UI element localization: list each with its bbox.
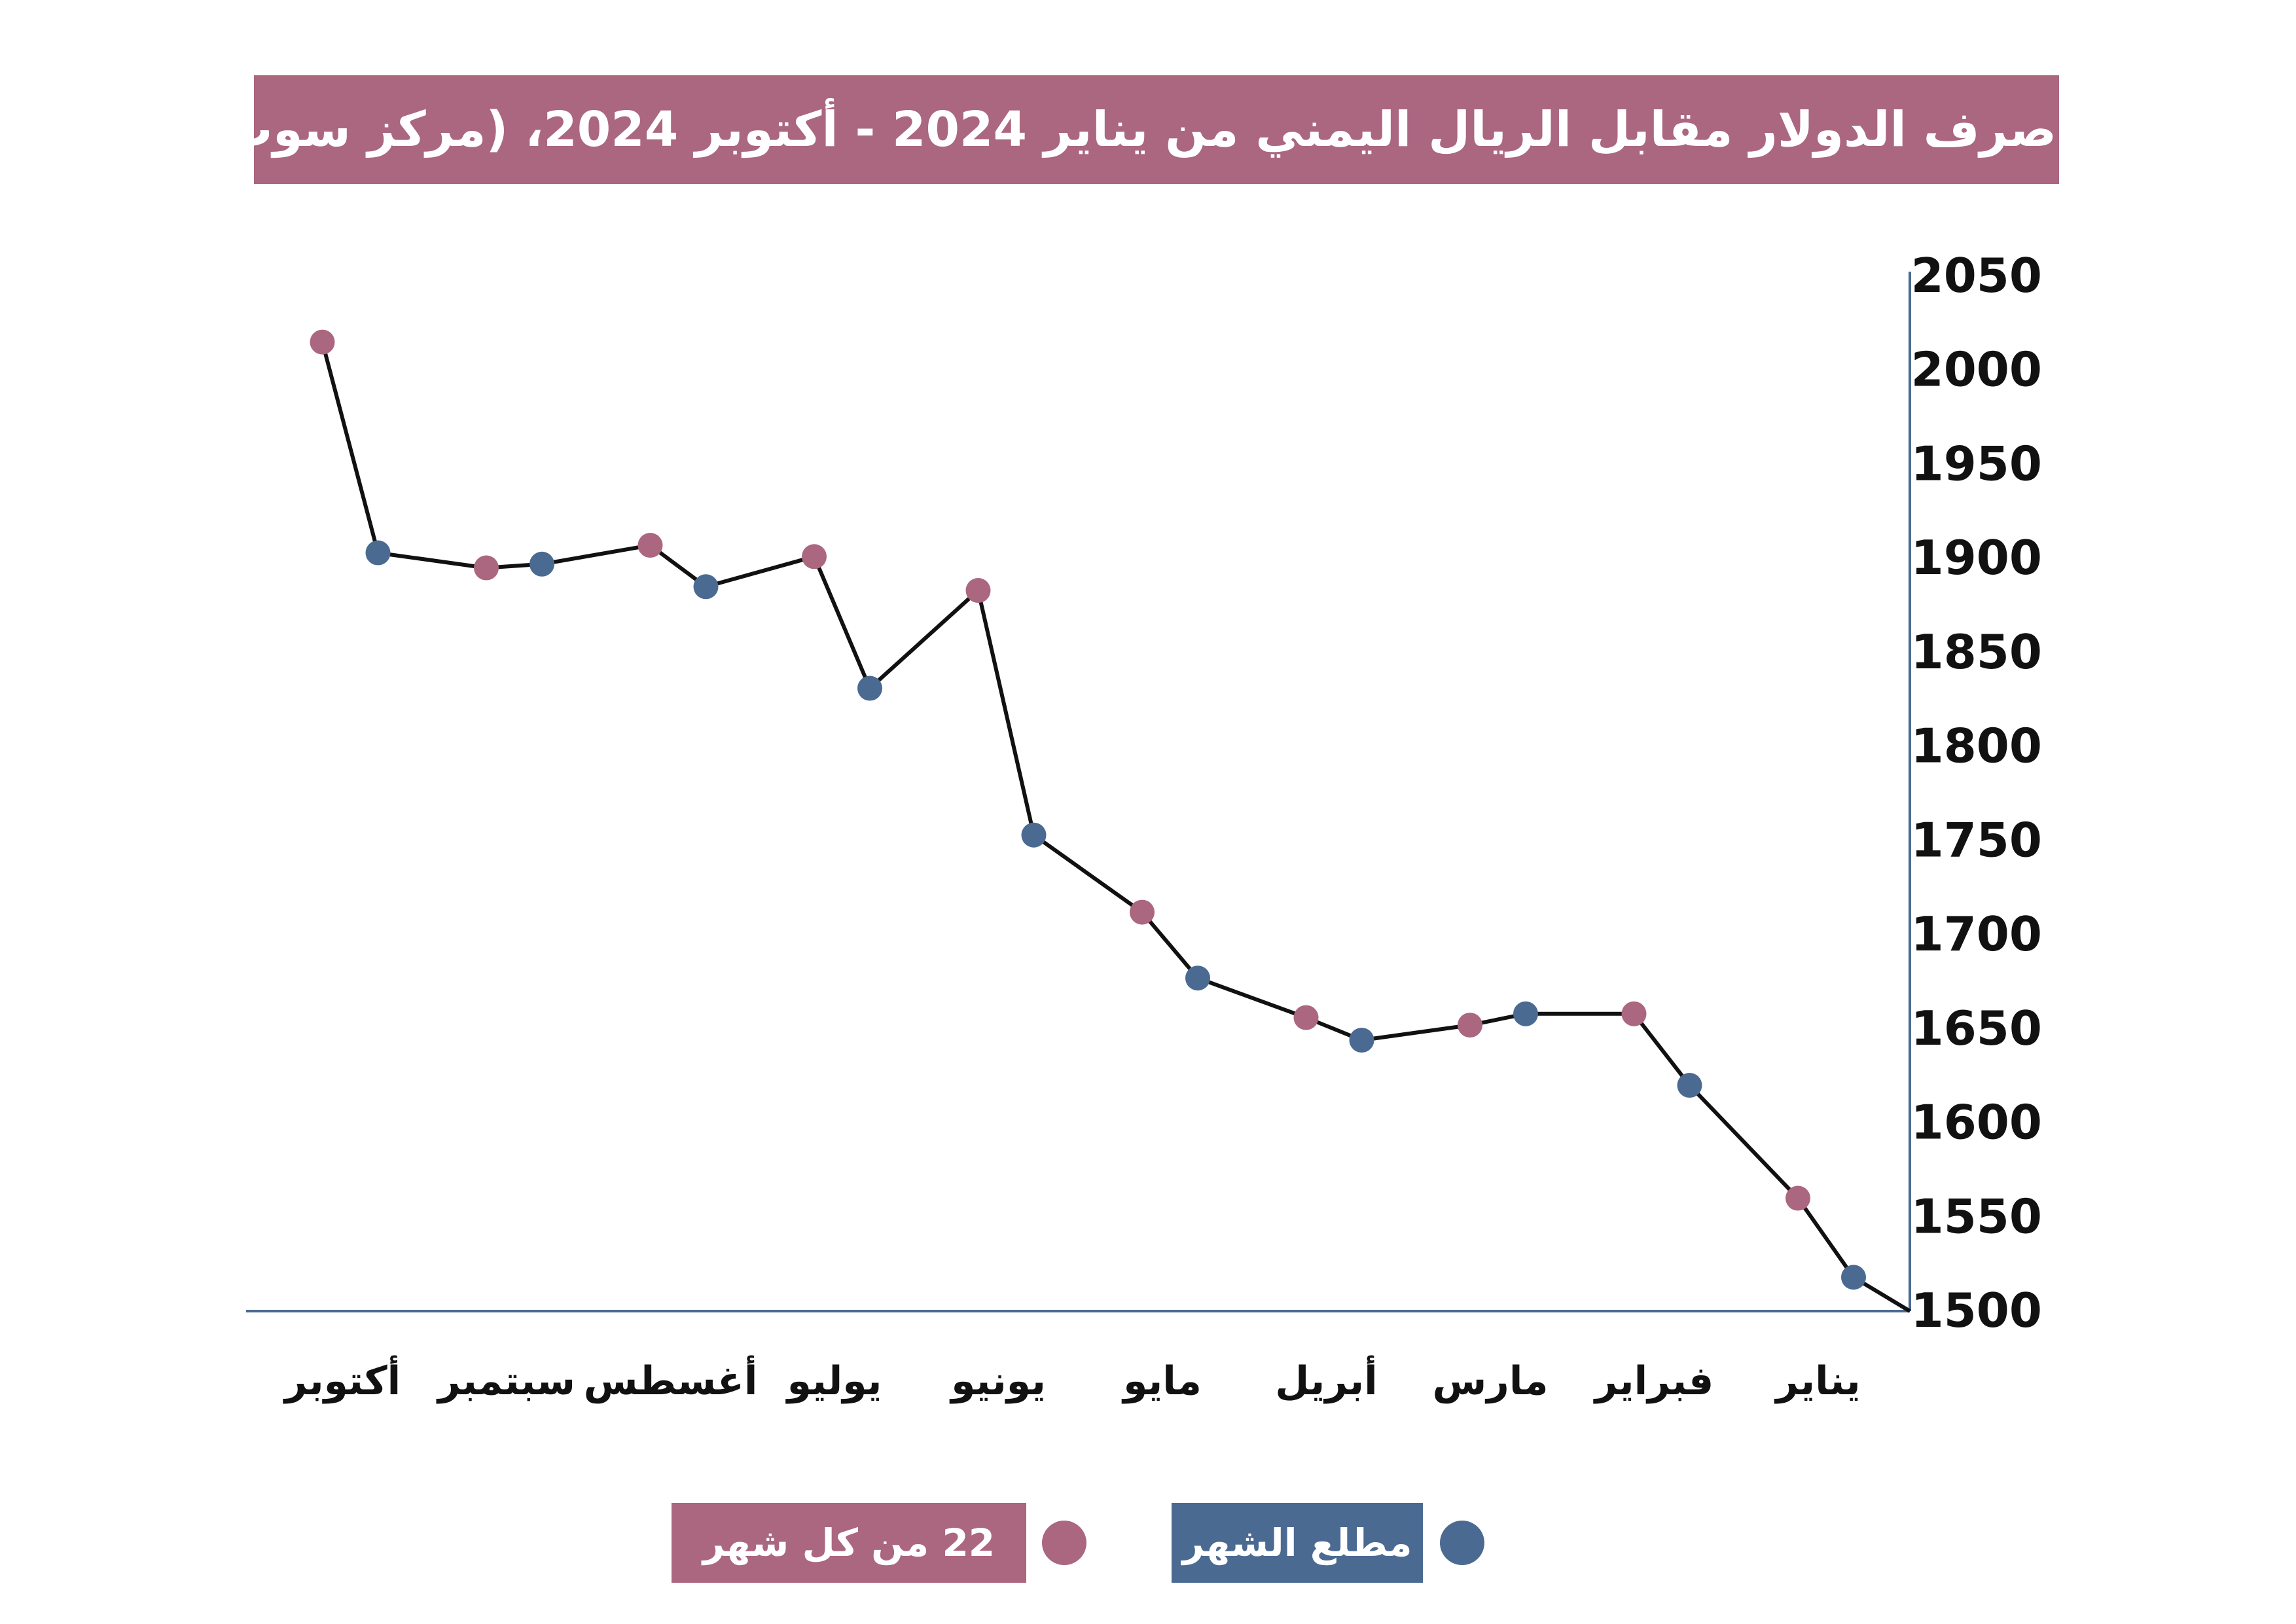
y-tick-label: 1650 (1911, 1001, 2042, 1056)
y-tick-label: 1800 (1911, 719, 2042, 774)
start-of-month-point (365, 540, 391, 566)
start-of-month-point (857, 676, 882, 701)
day-22-point (474, 555, 499, 581)
day-22-point (1293, 1005, 1319, 1030)
y-tick-label: 1600 (1911, 1095, 2042, 1150)
y-tick-label: 1850 (1911, 624, 2042, 679)
day-22-point (802, 544, 827, 569)
x-tick-label: سبتمبر (436, 1358, 575, 1404)
day-22-point (1130, 899, 1155, 925)
day-22-point (965, 578, 991, 604)
start-of-month-point (693, 574, 719, 600)
start-of-month-point (1349, 1028, 1374, 1053)
y-tick-label: 1750 (1911, 812, 2042, 867)
day-22-point (310, 329, 335, 355)
x-tick-label: أكتوبر (283, 1355, 401, 1404)
day-22-point (637, 533, 663, 558)
chart-title-bar: سعر صرف الدولار مقابل الريال اليمني من ي… (135, 75, 2179, 184)
day-22-point (1458, 1013, 1482, 1038)
legend-start-dot (1440, 1521, 1484, 1565)
start-of-month-point (1185, 965, 1210, 991)
start-of-month-point (1677, 1073, 1702, 1098)
start-of-month-point (529, 551, 554, 577)
x-tick-label: فبراير (1593, 1358, 1714, 1404)
x-tick-label: مارس (1432, 1358, 1548, 1404)
y-tick-label: 1700 (1911, 907, 2042, 962)
day-22-point (1785, 1185, 1810, 1211)
legend-start-box: مطلع الشهر (1172, 1503, 1423, 1583)
start-of-month-point (1841, 1265, 1866, 1290)
legend-mid-box: 22 من كل شهر (672, 1503, 1026, 1583)
y-tick-label: 2050 (1911, 248, 2042, 303)
start-of-month-point (1021, 822, 1047, 848)
legend-mid-label: 22 من كل شهر (702, 1521, 996, 1565)
day-22-point (1621, 1001, 1647, 1026)
start-of-month-point (1513, 1001, 1538, 1026)
x-tick-label: يوليو (785, 1358, 882, 1404)
y-tick-label: 1900 (1911, 530, 2042, 585)
x-tick-label: أغسطس (584, 1355, 758, 1404)
y-tick-label: 1500 (1911, 1283, 2042, 1338)
series-line (320, 341, 1911, 1313)
y-tick-label: 1550 (1911, 1189, 2042, 1244)
x-tick-label: يونيو (949, 1358, 1046, 1404)
x-tick-label: أبريل (1275, 1355, 1378, 1404)
legend-mid-dot (1042, 1521, 1086, 1565)
y-tick-label: 2000 (1911, 342, 2042, 397)
y-tick-label: 1950 (1911, 436, 2042, 491)
chart-title: سعر صرف الدولار مقابل الريال اليمني من ي… (134, 101, 2179, 158)
legend-start-label: مطلع الشهر (1182, 1521, 1412, 1565)
x-tick-label: مايو (1121, 1358, 1202, 1404)
x-tick-label: يناير (1774, 1358, 1860, 1404)
